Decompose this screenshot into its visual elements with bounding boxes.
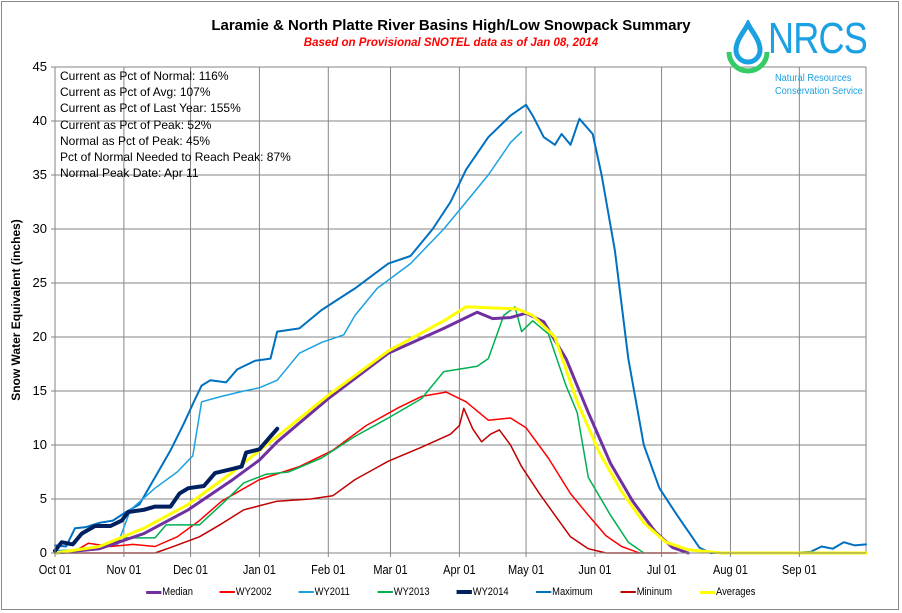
stat-pct-last-year: Current as Pct of Last Year: 155%: [60, 101, 241, 116]
x-tick-label: Nov 01: [106, 563, 141, 577]
legend-item-wy2014: WY2014: [456, 586, 509, 598]
legend-item-mininum: Mininum: [620, 586, 672, 598]
stat-pct-needed: Pct of Normal Needed to Reach Peak: 87%: [60, 150, 291, 165]
legend-item-wy2013: WY2013: [377, 586, 429, 598]
stat-pct-avg: Current as Pct of Avg: 107%: [60, 85, 211, 100]
series-lines: [53, 103, 868, 555]
nrcs-logo: NRCS Natural Resources Conservation Serv…: [726, 14, 876, 100]
x-tick-label: Jul 01: [647, 563, 676, 577]
stat-peak-date: Normal Peak Date: Apr 11: [60, 166, 199, 181]
series-line-median: [53, 310, 690, 555]
legend-item-median: Median: [146, 586, 193, 598]
x-tick-label: Apr 01: [443, 563, 475, 577]
legend-label: WY2014: [472, 586, 509, 598]
stat-normal-pct-peak: Normal as Pct of Peak: 45%: [60, 133, 211, 148]
logo-line1: Natural Resources: [775, 72, 852, 84]
series-line-wy2011: [54, 131, 523, 552]
legend-swatch: [620, 591, 636, 593]
x-tick-label: Aug 01: [713, 563, 748, 577]
y-tick-label: 35: [33, 167, 47, 182]
logo-acronym: NRCS: [768, 14, 868, 63]
series-line-mininum: [54, 407, 678, 554]
y-tick-label: 45: [33, 59, 47, 74]
legend-label: WY2011: [315, 586, 351, 598]
legend-swatch: [299, 591, 315, 593]
series-line-wy2013: [54, 306, 645, 554]
x-tick-label: Mar 01: [373, 563, 407, 577]
x-tick-label: Dec 01: [173, 563, 208, 577]
series-line-maximum: [54, 103, 867, 554]
legend-swatch: [456, 590, 472, 594]
legend-label: Maximum: [552, 586, 593, 598]
x-tick-label: Oct 01: [39, 563, 71, 577]
stat-pct-normal: Current as Pct of Normal: 116%: [60, 69, 229, 83]
legend-label: Median: [162, 586, 194, 598]
stats-box: Current as Pct of Normal: 116% Current a…: [60, 68, 291, 181]
x-tick-label: Jan 01: [243, 563, 276, 577]
y-tick-label: 30: [33, 221, 47, 236]
legend-label: Mininum: [636, 586, 672, 598]
y-tick-label: 5: [40, 491, 47, 506]
x-tick-label: Sep 01: [782, 563, 817, 577]
legend: Median WY2002 WY2011 WY2013 WY2014 Maximum Min…: [0, 586, 902, 598]
y-tick-label: 25: [33, 275, 47, 290]
legend-swatch: [146, 590, 162, 594]
legend-item-maximum: Maximum: [536, 586, 593, 598]
legend-item-wy2002: WY2002: [219, 586, 272, 598]
water-drop-icon: [726, 20, 770, 74]
x-tick-label: Jun 01: [578, 563, 611, 577]
y-axis-label: Snow Water Equivalent (inches): [9, 219, 23, 401]
legend-item-wy2011: WY2011: [299, 586, 350, 598]
x-tick-label: May 01: [508, 563, 544, 577]
y-tick-label: 10: [33, 437, 47, 452]
stat-pct-peak: Current as Pct of Peak: 52%: [60, 117, 212, 132]
legend-swatch: [699, 590, 715, 594]
y-tick-label: 20: [33, 329, 47, 344]
legend-label: WY2002: [236, 586, 272, 598]
y-tick-label: 0: [40, 545, 47, 560]
x-tick-label: Feb 01: [311, 563, 345, 577]
legend-item-averages: Averages: [699, 586, 755, 598]
series-line-wy2002: [54, 391, 641, 554]
chart-title: Laramie & North Platte River Basins High…: [211, 17, 691, 34]
legend-swatch: [536, 591, 552, 593]
y-tick-label: 40: [33, 113, 47, 128]
y-tick-label: 15: [33, 383, 47, 398]
logo-line2: Conservation Service: [775, 85, 863, 97]
series-line-averages: [53, 305, 868, 555]
chart-subtitle: Based on Provisional SNOTEL data as of J…: [303, 37, 599, 49]
legend-swatch: [377, 591, 393, 593]
series-line-wy2014: [53, 426, 280, 553]
legend-label: WY2013: [393, 586, 430, 598]
axes: 0 5 10 15 20 25 30 35 40 45 Oct 01 Nov 01 Dec 01 Jan …: [33, 59, 866, 577]
legend-label: Averages: [715, 586, 755, 598]
legend-swatch: [219, 591, 236, 593]
